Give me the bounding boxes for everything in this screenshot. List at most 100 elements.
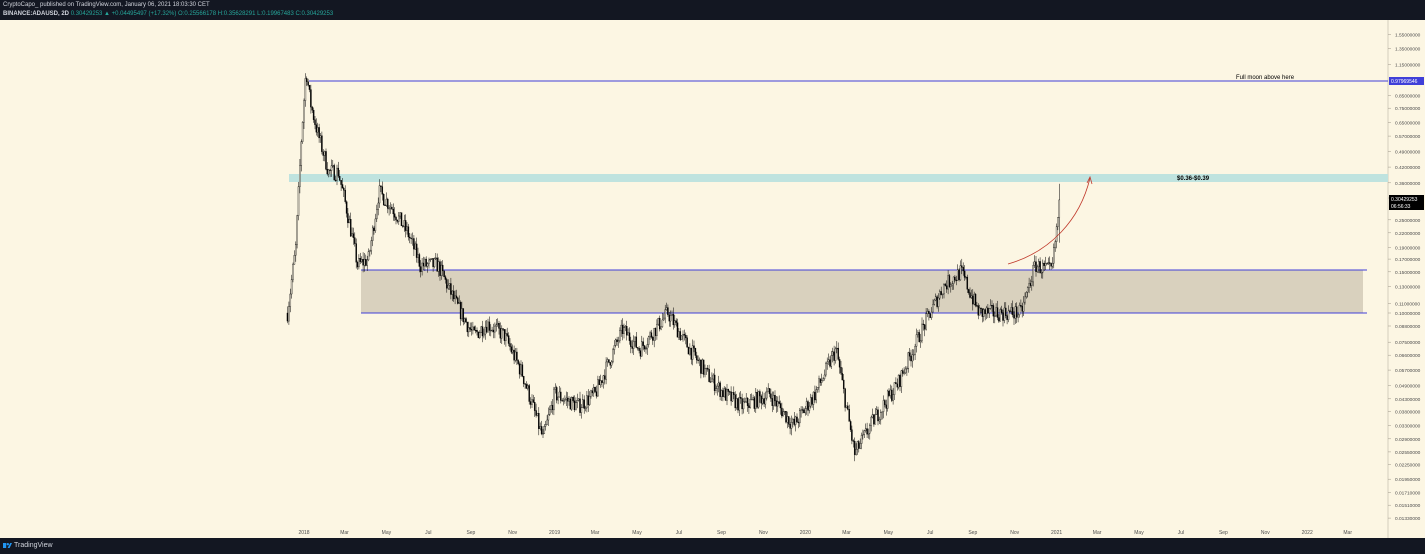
candle-body bbox=[834, 348, 837, 361]
candle-body bbox=[365, 259, 367, 266]
candle-body bbox=[674, 320, 676, 326]
time-tick-label: 2018 bbox=[298, 530, 309, 536]
candle-body bbox=[1031, 281, 1033, 286]
candle-body bbox=[724, 388, 727, 401]
candle-body bbox=[1029, 283, 1032, 286]
support-box-zone[interactable] bbox=[361, 270, 1363, 313]
candle-body bbox=[796, 416, 798, 423]
candle-body bbox=[469, 327, 471, 330]
candle-body bbox=[636, 347, 639, 349]
candle-body bbox=[720, 390, 723, 397]
candle-body bbox=[583, 399, 585, 409]
candle-body bbox=[954, 276, 956, 281]
candle-body bbox=[794, 416, 797, 425]
candle-body bbox=[932, 304, 934, 313]
candle-body bbox=[908, 352, 911, 357]
time-tick-label: May bbox=[884, 530, 894, 536]
candle-body bbox=[546, 419, 548, 425]
candle-body bbox=[333, 165, 335, 181]
price-tick-label: 0.25000000 bbox=[1395, 218, 1421, 224]
candle-body bbox=[711, 378, 713, 383]
candle-body bbox=[873, 414, 875, 425]
candle-body bbox=[590, 390, 592, 397]
projection-arrow[interactable] bbox=[1007, 177, 1091, 265]
candle-body bbox=[841, 373, 844, 381]
candle-body bbox=[363, 259, 366, 266]
candle-body bbox=[1025, 292, 1028, 298]
candle-body bbox=[481, 326, 484, 337]
time-tick-label: Mar bbox=[1093, 530, 1102, 536]
price-chart[interactable]: Full moon above here $0.36-$0.39 1.55000… bbox=[0, 20, 1425, 538]
candle-body bbox=[1047, 262, 1050, 264]
candle-body bbox=[562, 400, 565, 402]
candle-body bbox=[694, 348, 697, 356]
time-axis[interactable] bbox=[0, 518, 1388, 538]
candle-body bbox=[318, 127, 320, 139]
candle-body bbox=[359, 258, 362, 262]
time-tick-label: Sep bbox=[466, 530, 475, 536]
candle-body bbox=[525, 384, 528, 389]
candle-body bbox=[566, 397, 569, 402]
candle-body bbox=[474, 330, 477, 332]
candle-body bbox=[1022, 301, 1025, 312]
candle-body bbox=[336, 167, 338, 181]
candle-body bbox=[468, 327, 470, 333]
candle-body bbox=[701, 359, 704, 374]
candle-body bbox=[973, 293, 975, 305]
candle-body bbox=[631, 346, 633, 349]
candle-body bbox=[295, 244, 297, 256]
footer-brand[interactable]: TradingView bbox=[14, 542, 53, 549]
price-tick-labels: 1.55000000 1.35000000 1.15000000 0.85000000… bbox=[1388, 32, 1421, 522]
candle-body bbox=[678, 331, 680, 338]
candle-body bbox=[807, 401, 809, 411]
candle-body bbox=[852, 440, 855, 442]
publisher-line: CryptoCapo_ published on TradingView.com… bbox=[3, 2, 210, 8]
candle-body bbox=[668, 314, 671, 322]
candle-body bbox=[870, 416, 872, 426]
candle-body bbox=[706, 367, 709, 370]
candle-body bbox=[996, 307, 999, 318]
candle-body bbox=[763, 398, 765, 405]
candle-body bbox=[803, 409, 805, 414]
candle-body bbox=[433, 258, 436, 267]
candle-body bbox=[981, 308, 984, 317]
candle-body bbox=[638, 348, 640, 351]
candle-body bbox=[535, 410, 537, 416]
candle-body bbox=[1036, 266, 1039, 272]
price-tick-label: 0.01710000 bbox=[1395, 491, 1421, 497]
candle-body bbox=[587, 395, 590, 405]
candle-body bbox=[786, 416, 789, 423]
symbol-label[interactable]: BINANCE:ADAUSD, 2D bbox=[3, 11, 70, 17]
price-axis[interactable] bbox=[1388, 20, 1425, 538]
candle-body bbox=[341, 184, 344, 189]
candle-body bbox=[845, 405, 848, 408]
tradingview-logo-icon[interactable] bbox=[3, 542, 12, 549]
candle-body bbox=[671, 314, 673, 316]
candle-body bbox=[495, 324, 498, 327]
candle-body bbox=[705, 367, 708, 370]
price-tick-label: 0.85000000 bbox=[1395, 93, 1421, 99]
resistance-band-zone[interactable] bbox=[289, 174, 1388, 182]
candle-body bbox=[447, 284, 449, 289]
candle-body bbox=[1000, 309, 1003, 313]
candle-body bbox=[799, 410, 801, 424]
candle-body bbox=[362, 259, 364, 266]
candle-body bbox=[945, 285, 948, 290]
candle-body bbox=[632, 341, 635, 349]
candle-body bbox=[1020, 305, 1022, 307]
candle-body bbox=[998, 317, 1000, 322]
candle-body bbox=[750, 399, 753, 401]
candle-body bbox=[899, 375, 901, 387]
candle-body bbox=[1051, 263, 1054, 267]
candle-body bbox=[564, 399, 566, 401]
time-tick-label: 2019 bbox=[549, 530, 560, 536]
candle-body bbox=[896, 383, 899, 388]
candle-body bbox=[716, 385, 719, 389]
candle-body bbox=[965, 276, 967, 279]
candle-body bbox=[440, 264, 443, 276]
candle-body bbox=[402, 225, 404, 227]
candle-body bbox=[874, 414, 877, 425]
candle-body bbox=[851, 429, 853, 441]
candle-body bbox=[809, 397, 812, 407]
candle-body bbox=[1006, 315, 1008, 320]
